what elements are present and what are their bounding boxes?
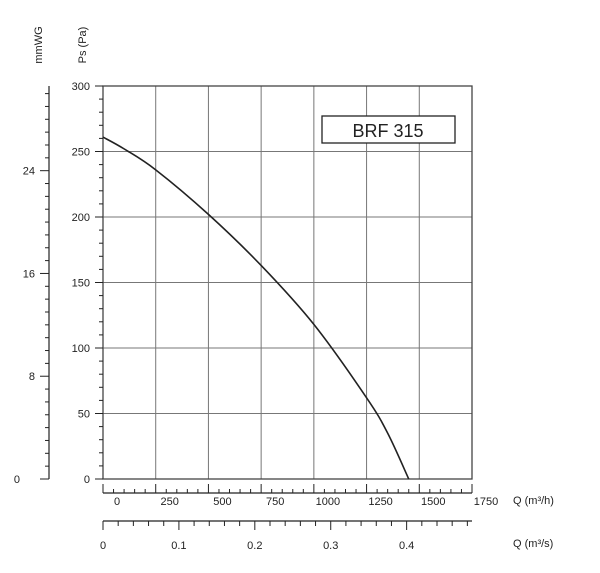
- m3h-tick-label: 500: [213, 496, 231, 508]
- m3h-tick-label: 1500: [421, 496, 445, 508]
- m3h-tick-label: 0: [114, 496, 120, 508]
- mmwg-axis: 0 8 16 24: [14, 86, 50, 486]
- grid: [103, 86, 472, 479]
- m3s-tick-label: 0.3: [323, 540, 338, 552]
- pa-tick-label: 200: [72, 212, 90, 224]
- fan-curve-line: [102, 136, 410, 480]
- m3h-tick-label: 1000: [316, 496, 340, 508]
- pa-tick-label: 250: [72, 147, 90, 159]
- m3h-tick-label: 1750: [474, 496, 498, 508]
- m3s-tick-label: 0.2: [247, 540, 262, 552]
- pa-tick-label: 100: [72, 343, 90, 355]
- title-box: [321, 115, 456, 144]
- y-axis-label-mmwg: mmWG: [33, 26, 45, 63]
- pa-tick-label: 300: [72, 81, 90, 93]
- x-axis-label-m3h: Q (m³/h): [513, 495, 554, 507]
- m3h-tick-label: 750: [266, 496, 284, 508]
- mmwg-tick-label: 0: [14, 474, 20, 486]
- pa-tick-label: 150: [72, 278, 90, 290]
- pa-tick-label: 0: [84, 474, 90, 486]
- m3h-axis: 0 250 500 750 1000 1250 1500 1750: [102, 484, 498, 508]
- pa-tick-label: 50: [78, 409, 90, 421]
- m3s-tick-label: 0.1: [171, 540, 186, 552]
- fan-curve: [102, 136, 410, 480]
- m3s-axis: 0 0.1 0.2 0.3 0.4: [100, 520, 472, 552]
- m3s-tick-label: 0.4: [399, 540, 414, 552]
- m3h-tick-label: 250: [161, 496, 179, 508]
- pa-axis: 0 50 100 150 200 250 300: [72, 81, 103, 486]
- m3h-tick-label: 1250: [368, 496, 392, 508]
- y-axis-label-pa: Ps (Pa): [77, 27, 89, 64]
- mmwg-tick-label: 24: [23, 166, 35, 178]
- mmwg-tick-label: 8: [29, 371, 35, 383]
- mmwg-tick-label: 16: [23, 268, 35, 280]
- m3s-tick-label: 0: [100, 540, 106, 552]
- x-axis-label-m3s: Q (m³/s): [513, 538, 553, 550]
- chart-title: BRF 315: [352, 121, 423, 141]
